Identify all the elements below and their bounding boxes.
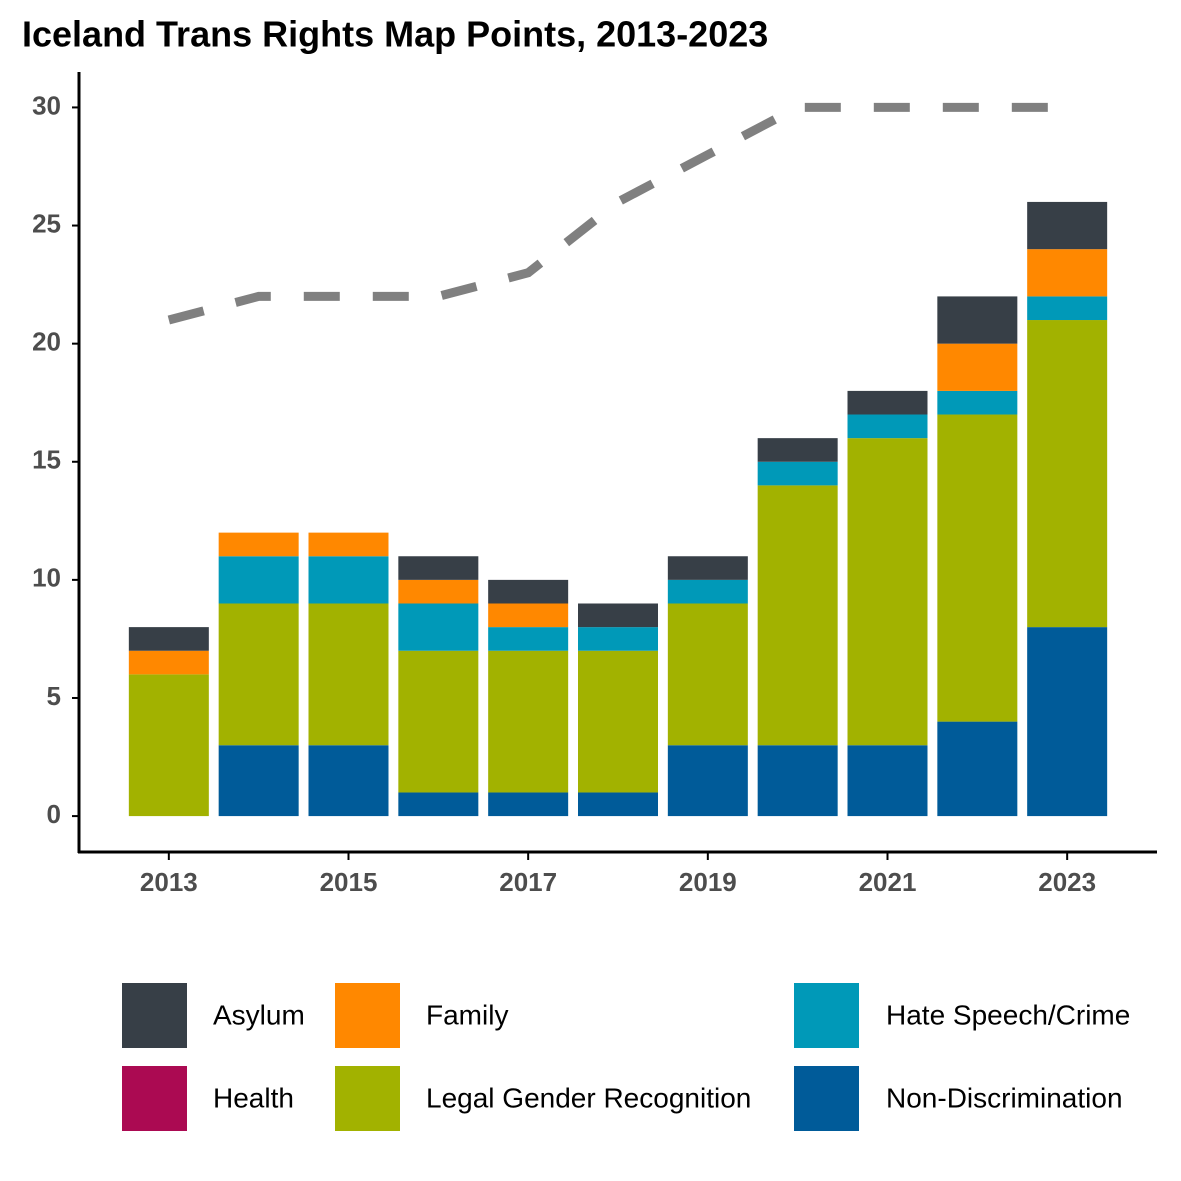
bar-segment	[1027, 627, 1108, 817]
bar-segment	[1027, 296, 1108, 321]
bar-segment	[757, 745, 838, 817]
y-tick-label: 25	[32, 208, 61, 238]
bar-segment	[488, 627, 569, 651]
legend-label: Health	[213, 1082, 294, 1113]
bar-segment	[1027, 249, 1108, 297]
legend-swatch	[794, 1066, 859, 1131]
bar-segment	[937, 390, 1018, 415]
y-tick-label: 20	[32, 327, 61, 357]
bar-segment	[308, 556, 389, 604]
y-tick-label: 10	[32, 563, 61, 593]
bar-segment	[667, 603, 748, 746]
legend-label: Non-Discrimination	[886, 1082, 1123, 1113]
bar-segment	[128, 674, 209, 817]
bar-segment	[847, 414, 928, 439]
bar-segment	[578, 650, 658, 793]
legend-swatch	[794, 983, 859, 1048]
y-tick-label: 5	[47, 681, 61, 711]
x-tick-label: 2023	[1038, 867, 1096, 897]
bar-segment	[937, 296, 1018, 344]
bar-segment	[937, 721, 1018, 817]
bar-segment	[847, 390, 928, 415]
bar-segment	[128, 650, 209, 675]
chart-title: Iceland Trans Rights Map Points, 2013-20…	[22, 14, 768, 55]
bar-segment	[578, 792, 658, 817]
x-tick-label: 2015	[320, 867, 378, 897]
bar-segment	[398, 579, 479, 604]
bar-segment	[847, 438, 928, 746]
bar-segment	[218, 556, 299, 604]
bar-segment	[398, 556, 479, 580]
legend-label: Hate Speech/Crime	[886, 999, 1130, 1030]
bar-segment	[667, 579, 748, 604]
legend-label: Asylum	[213, 999, 305, 1030]
bar-segment	[218, 532, 299, 557]
y-tick-label: 30	[32, 90, 61, 120]
x-tick-label: 2017	[499, 867, 557, 897]
legend-label: Family	[426, 999, 508, 1030]
bar-segment	[218, 603, 299, 746]
bar-segment	[488, 579, 569, 604]
bar-segment	[398, 792, 479, 817]
x-tick-label: 2021	[859, 867, 917, 897]
bar-segment	[578, 603, 658, 628]
bar-segment	[757, 461, 838, 486]
bar-segment	[937, 414, 1018, 722]
bar-segment	[847, 745, 928, 817]
legend-swatch	[335, 983, 400, 1048]
y-tick-label: 0	[47, 799, 61, 829]
bar-segment	[218, 745, 299, 817]
trend-line	[167, 102, 1068, 325]
bar-segment	[488, 792, 569, 817]
legend-swatch	[122, 1066, 187, 1131]
bar-segment	[757, 485, 838, 746]
bar-segment	[308, 745, 389, 817]
bar-segment	[1027, 201, 1108, 250]
bar-segment	[1027, 320, 1108, 628]
bar-segment	[757, 438, 838, 462]
bar-segment	[667, 556, 748, 580]
y-tick-label: 15	[32, 445, 61, 475]
x-tick-label: 2013	[140, 867, 198, 897]
bar-segment	[308, 532, 389, 557]
bar-segment	[398, 603, 479, 651]
x-tick-label: 2019	[679, 867, 737, 897]
legend-swatch	[335, 1066, 400, 1131]
bar-segment	[488, 603, 569, 628]
bar-segment	[128, 627, 209, 651]
bar-segment	[308, 603, 389, 746]
bar-segment	[578, 627, 658, 651]
bar-segment	[398, 650, 479, 793]
bar-segment	[937, 343, 1018, 391]
legend-label: Legal Gender Recognition	[426, 1082, 751, 1113]
bar-segment	[667, 745, 748, 817]
legend-swatch	[122, 983, 187, 1048]
bar-segment	[488, 650, 569, 793]
